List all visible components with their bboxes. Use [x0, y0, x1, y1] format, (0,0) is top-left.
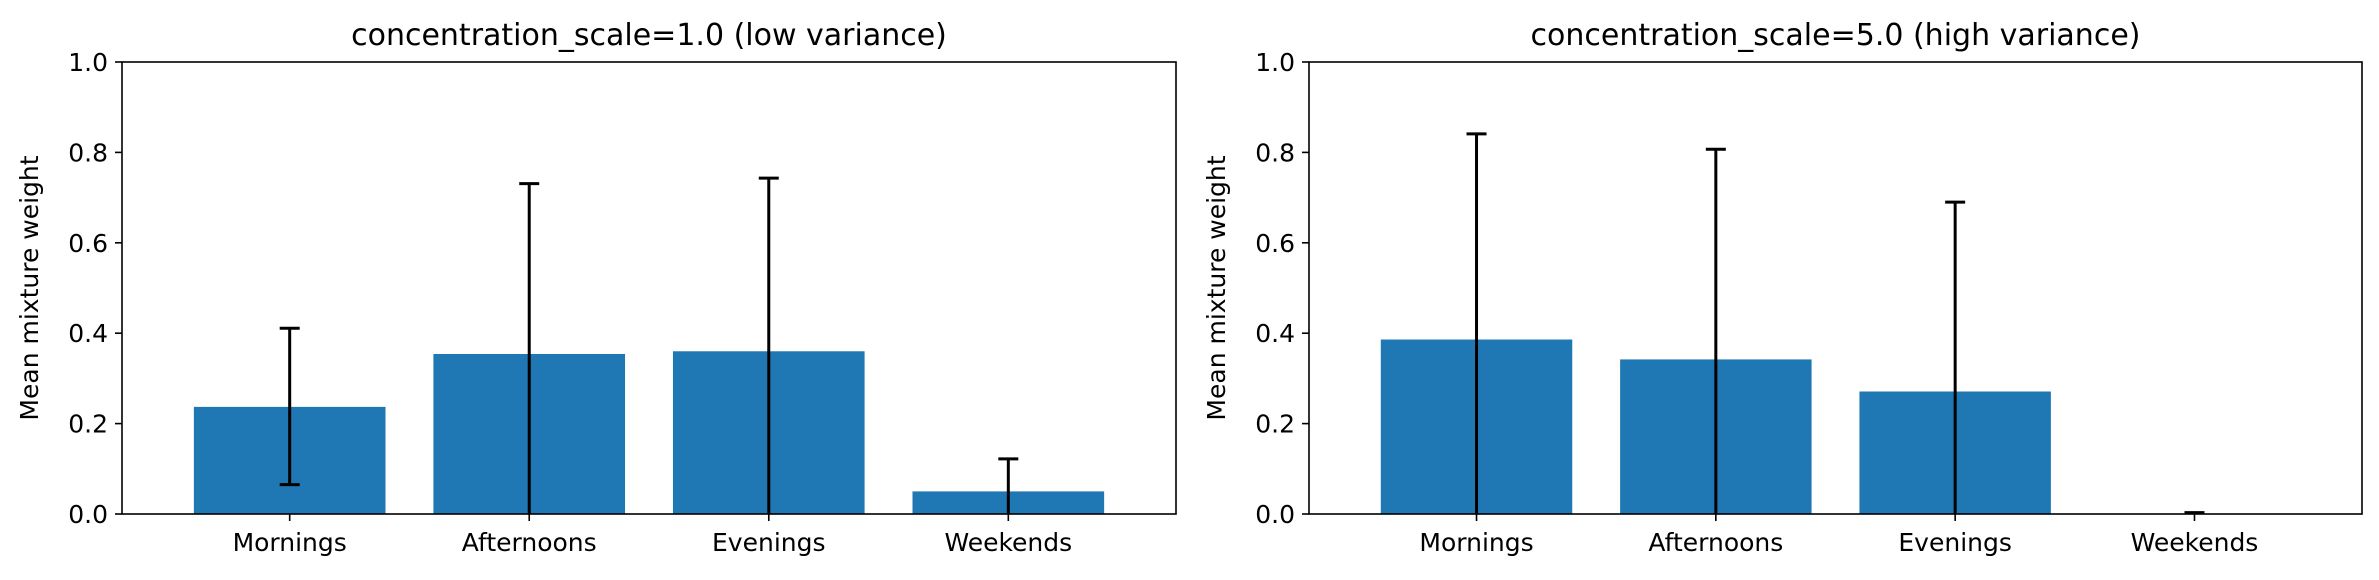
x-tick-label: Afternoons — [1648, 528, 1783, 557]
y-tick-label: 0.0 — [68, 500, 108, 529]
chart-title: concentration_scale=1.0 (low variance) — [351, 18, 947, 53]
y-tick-label: 0.8 — [1255, 138, 1295, 167]
x-tick-label: Weekends — [2131, 528, 2259, 557]
x-tick-label: Weekends — [944, 528, 1072, 557]
error-bar-evenings — [758, 176, 779, 514]
y-tick-label: 0.4 — [1255, 319, 1295, 348]
y-tick-label: 0.6 — [68, 229, 108, 258]
y-tick-label: 0.4 — [68, 319, 108, 348]
y-tick-label: 0.2 — [1255, 410, 1295, 439]
y-axis-label: Mean mixture weight — [1202, 155, 1231, 420]
y-tick-label: 1.0 — [68, 48, 108, 77]
error-bar-mornings — [1466, 132, 1487, 514]
y-tick-label: 0.2 — [68, 410, 108, 439]
error-bar-mornings — [279, 326, 300, 487]
y-tick-label: 0.0 — [1255, 500, 1295, 529]
x-tick-label: Afternoons — [462, 528, 597, 557]
x-tick-label: Evenings — [1898, 528, 2012, 557]
x-tick-label: Evenings — [712, 528, 826, 557]
error-bar-afternoons — [519, 182, 540, 514]
x-tick-label: Mornings — [233, 528, 347, 557]
plot-frame — [1308, 61, 2363, 515]
y-tick-label: 1.0 — [1255, 48, 1295, 77]
plot-frame — [121, 61, 1177, 515]
chart-title: concentration_scale=5.0 (high variance) — [1531, 18, 2141, 53]
error-bar-evenings — [1945, 200, 1966, 514]
y-tick-label: 0.6 — [1255, 229, 1295, 258]
x-tick-label: Mornings — [1419, 528, 1533, 557]
y-tick-label: 0.8 — [68, 138, 108, 167]
error-bar-afternoons — [1705, 147, 1726, 514]
right-chart-panel: 0.0 0.2 0.4 0.6 0.8 1.0 Mornings Afternoons Even… — [1202, 18, 2363, 557]
left-chart-panel: 0.0 0.2 0.4 0.6 0.8 1.0 Mornings Afternoons Even… — [15, 18, 1177, 557]
y-axis-label: Mean mixture weight — [15, 155, 44, 420]
error-bar-weekends — [998, 457, 1019, 514]
